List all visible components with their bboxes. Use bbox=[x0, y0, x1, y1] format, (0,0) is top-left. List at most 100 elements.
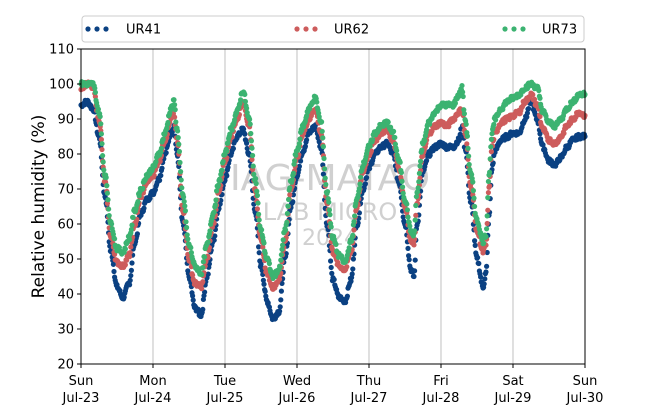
data-point bbox=[352, 213, 358, 219]
x-tick-label-date: Jul-26 bbox=[278, 391, 316, 406]
data-point bbox=[491, 121, 497, 128]
data-point bbox=[250, 152, 256, 159]
data-point bbox=[446, 124, 452, 130]
legend-entry-ur41: UR41 bbox=[85, 23, 161, 38]
data-point bbox=[135, 199, 141, 205]
x-tick-label-date: Jul-28 bbox=[422, 391, 460, 406]
data-point bbox=[413, 193, 419, 200]
data-point bbox=[248, 130, 254, 137]
data-point bbox=[188, 250, 194, 256]
data-point bbox=[151, 172, 157, 178]
data-point bbox=[329, 270, 335, 276]
data-point bbox=[351, 227, 357, 233]
data-point bbox=[400, 190, 406, 196]
data-point bbox=[202, 289, 208, 295]
data-point bbox=[250, 163, 256, 169]
data-point bbox=[413, 212, 419, 218]
data-point bbox=[349, 238, 355, 244]
data-point bbox=[400, 214, 406, 220]
data-point bbox=[344, 264, 350, 270]
data-point bbox=[262, 288, 268, 295]
data-point bbox=[260, 277, 266, 283]
data-point bbox=[225, 140, 231, 146]
data-point bbox=[97, 113, 103, 120]
data-point bbox=[160, 136, 166, 142]
data-point bbox=[489, 131, 495, 137]
data-point bbox=[205, 239, 211, 245]
legend-label: UR73 bbox=[542, 23, 577, 38]
data-point bbox=[190, 272, 196, 278]
data-point bbox=[399, 178, 405, 184]
data-point bbox=[304, 137, 310, 143]
data-point bbox=[418, 158, 424, 164]
data-point bbox=[460, 89, 466, 95]
data-point bbox=[493, 117, 499, 123]
x-tick-label-date: Jul-23 bbox=[62, 391, 100, 406]
data-point bbox=[129, 222, 135, 228]
data-point bbox=[106, 212, 112, 219]
data-point bbox=[254, 188, 260, 194]
data-point bbox=[411, 273, 417, 280]
data-point bbox=[290, 199, 296, 205]
data-point bbox=[296, 140, 302, 147]
data-point bbox=[181, 198, 187, 205]
data-point bbox=[153, 159, 159, 165]
data-point bbox=[406, 253, 412, 259]
data-point bbox=[325, 188, 331, 195]
data-point bbox=[256, 244, 262, 250]
legend-label: UR41 bbox=[126, 23, 161, 38]
data-point bbox=[320, 135, 326, 141]
data-point bbox=[478, 230, 484, 236]
data-point bbox=[466, 153, 472, 159]
data-point bbox=[296, 163, 302, 169]
data-point bbox=[487, 156, 493, 162]
data-point bbox=[326, 207, 332, 213]
data-point bbox=[524, 110, 531, 116]
data-point bbox=[224, 148, 230, 154]
data-point bbox=[394, 148, 400, 154]
data-point bbox=[290, 192, 296, 198]
data-point bbox=[128, 267, 134, 273]
y-tick-label: 60 bbox=[57, 218, 74, 233]
data-point bbox=[463, 121, 469, 127]
data-point bbox=[220, 158, 226, 165]
data-point bbox=[407, 223, 413, 229]
data-point bbox=[397, 159, 403, 165]
data-point bbox=[111, 268, 117, 275]
data-point bbox=[225, 164, 231, 170]
data-point bbox=[346, 245, 352, 251]
data-point bbox=[141, 205, 147, 211]
data-point bbox=[202, 254, 208, 260]
data-point bbox=[256, 211, 262, 217]
data-point bbox=[256, 217, 262, 223]
data-point bbox=[319, 119, 325, 125]
data-point bbox=[199, 286, 205, 292]
data-point bbox=[290, 170, 296, 176]
data-point bbox=[484, 226, 490, 232]
data-point bbox=[391, 128, 397, 134]
data-point bbox=[172, 102, 178, 108]
data-point bbox=[412, 268, 418, 274]
data-point bbox=[344, 252, 350, 258]
data-point bbox=[488, 136, 494, 142]
data-point bbox=[461, 111, 467, 117]
data-point bbox=[392, 141, 398, 147]
data-point bbox=[471, 195, 477, 201]
x-tick-label-date: Jul-27 bbox=[350, 391, 388, 406]
x-tick-label-day: Wed bbox=[283, 374, 311, 389]
data-point bbox=[165, 119, 171, 126]
data-point bbox=[452, 100, 458, 106]
data-point bbox=[159, 165, 165, 171]
data-point bbox=[292, 158, 298, 164]
legend-box bbox=[81, 15, 585, 43]
data-point bbox=[261, 240, 267, 246]
data-point bbox=[487, 169, 493, 175]
data-point bbox=[460, 93, 466, 100]
data-point bbox=[314, 99, 320, 105]
legend-marker bbox=[502, 26, 508, 32]
data-point bbox=[215, 182, 221, 188]
data-point bbox=[405, 214, 411, 220]
data-point bbox=[405, 245, 411, 252]
data-point bbox=[200, 279, 206, 285]
data-point bbox=[320, 171, 326, 177]
